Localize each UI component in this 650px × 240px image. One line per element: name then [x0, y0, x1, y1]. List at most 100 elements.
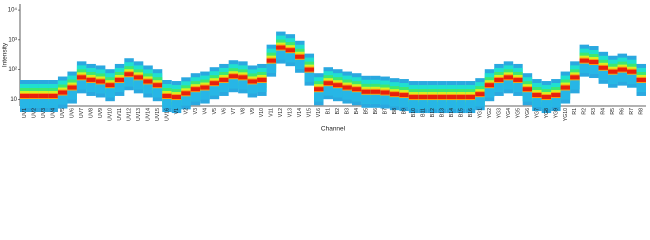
heat-band — [446, 100, 457, 110]
heat-core — [171, 95, 182, 100]
heat-core — [38, 94, 49, 99]
heat-core — [427, 95, 438, 100]
heat-band — [342, 90, 352, 100]
heat-strip — [190, 73, 201, 106]
heat-band — [67, 90, 77, 100]
heat-core — [228, 74, 239, 79]
heat-strip — [627, 55, 637, 88]
heat-strip — [503, 61, 514, 94]
heat-band — [200, 90, 210, 100]
heat-strip — [446, 81, 457, 114]
heat-core — [608, 69, 618, 74]
heat-core — [598, 65, 609, 70]
x-tick-label: UV16 — [164, 108, 170, 121]
heat-band — [541, 100, 552, 110]
heat-band — [295, 59, 305, 69]
heat-band — [266, 63, 277, 73]
x-tick-label: V5 — [212, 108, 218, 114]
heat-core — [399, 93, 409, 98]
heat-strip — [532, 79, 542, 112]
heat-core — [532, 93, 542, 98]
heat-band — [437, 100, 447, 110]
x-tick-label: UV9 — [98, 108, 104, 118]
heat-core — [513, 77, 523, 82]
heat-band — [181, 96, 191, 106]
heat-band — [484, 88, 495, 98]
heat-band — [38, 99, 49, 109]
heat-strip — [370, 75, 381, 108]
heat-strip — [465, 81, 476, 114]
heat-strip — [323, 67, 333, 100]
heat-band — [475, 97, 485, 107]
heat-band — [513, 82, 523, 92]
heat-strip — [484, 69, 495, 102]
x-tick-label: B13 — [439, 108, 445, 117]
heat-band — [503, 80, 514, 90]
heat-core — [370, 89, 381, 94]
heat-strip — [636, 63, 646, 96]
heat-band — [304, 72, 315, 82]
y-tick-label: 10³ — [8, 37, 17, 43]
x-tick-label: V10 — [259, 108, 265, 117]
x-tick-label: V13 — [288, 108, 294, 117]
heat-band — [114, 82, 125, 92]
heat-band — [152, 88, 163, 98]
heat-core — [76, 75, 87, 80]
x-tick-label: R1 — [572, 108, 578, 115]
heat-strip — [219, 63, 229, 96]
heat-strip — [522, 73, 533, 106]
heat-strip — [200, 71, 210, 104]
heat-strip — [57, 76, 68, 109]
heat-band — [333, 88, 343, 98]
heat-band — [86, 82, 96, 92]
heat-band — [456, 100, 466, 110]
x-tick-label: B16 — [468, 108, 474, 117]
y-tick-label: 10² — [8, 67, 17, 73]
heat-strip — [475, 78, 485, 111]
heat-core — [247, 79, 258, 84]
heat-core — [162, 94, 172, 99]
heat-strip — [389, 78, 400, 111]
heat-strip — [380, 76, 390, 109]
heat-core — [570, 75, 580, 80]
x-tick-label: UV10 — [107, 108, 113, 121]
heat-band — [162, 99, 172, 109]
heat-core — [257, 77, 267, 82]
heat-core — [143, 79, 153, 84]
heat-band — [228, 79, 239, 89]
heat-strip — [247, 65, 258, 98]
x-tick-label: YG7 — [534, 108, 540, 118]
heat-band — [219, 82, 229, 92]
heat-core — [361, 89, 371, 94]
heat-core — [408, 95, 419, 100]
heat-strip — [48, 80, 58, 113]
heat-strip — [171, 81, 182, 114]
heat-core — [181, 91, 191, 96]
heat-core — [446, 95, 457, 100]
heat-core — [522, 87, 533, 92]
x-tick-label: YG3 — [496, 108, 502, 118]
heat-core — [209, 81, 220, 86]
heat-core — [20, 94, 30, 99]
heat-core — [295, 54, 305, 59]
heat-band — [323, 86, 333, 96]
heat-band — [589, 65, 599, 75]
heat-band — [133, 80, 144, 90]
x-tick-label: V12 — [278, 108, 284, 117]
x-tick-label: V6 — [221, 108, 227, 114]
heat-core — [541, 95, 552, 100]
heat-band — [389, 97, 400, 107]
heat-band — [48, 99, 58, 109]
x-tick-label: V9 — [250, 108, 256, 114]
x-tick-label: V14 — [297, 108, 303, 117]
heat-band — [76, 80, 87, 90]
heat-band — [636, 82, 646, 92]
x-tick-label: UV13 — [136, 108, 142, 121]
x-tick-label: B1 — [326, 108, 332, 114]
x-tick-label: V7 — [231, 108, 237, 114]
heat-core — [190, 87, 201, 92]
heat-band — [29, 99, 39, 109]
x-tick-label: R6 — [620, 108, 626, 115]
heat-core — [67, 85, 77, 90]
heat-core — [266, 58, 277, 63]
